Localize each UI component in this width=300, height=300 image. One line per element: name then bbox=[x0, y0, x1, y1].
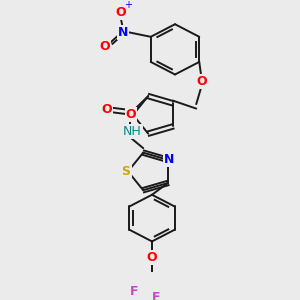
Text: O: O bbox=[126, 108, 136, 122]
Text: O: O bbox=[147, 251, 157, 264]
Text: N: N bbox=[164, 153, 174, 166]
Text: O: O bbox=[116, 6, 126, 19]
Text: NH: NH bbox=[123, 125, 142, 139]
Text: F: F bbox=[130, 285, 138, 298]
Text: O: O bbox=[99, 40, 110, 53]
Text: +: + bbox=[124, 0, 132, 11]
Text: N: N bbox=[118, 26, 128, 39]
Text: F: F bbox=[152, 291, 160, 300]
Text: O: O bbox=[101, 103, 112, 116]
Text: O: O bbox=[196, 75, 207, 88]
Text: S: S bbox=[122, 165, 130, 178]
